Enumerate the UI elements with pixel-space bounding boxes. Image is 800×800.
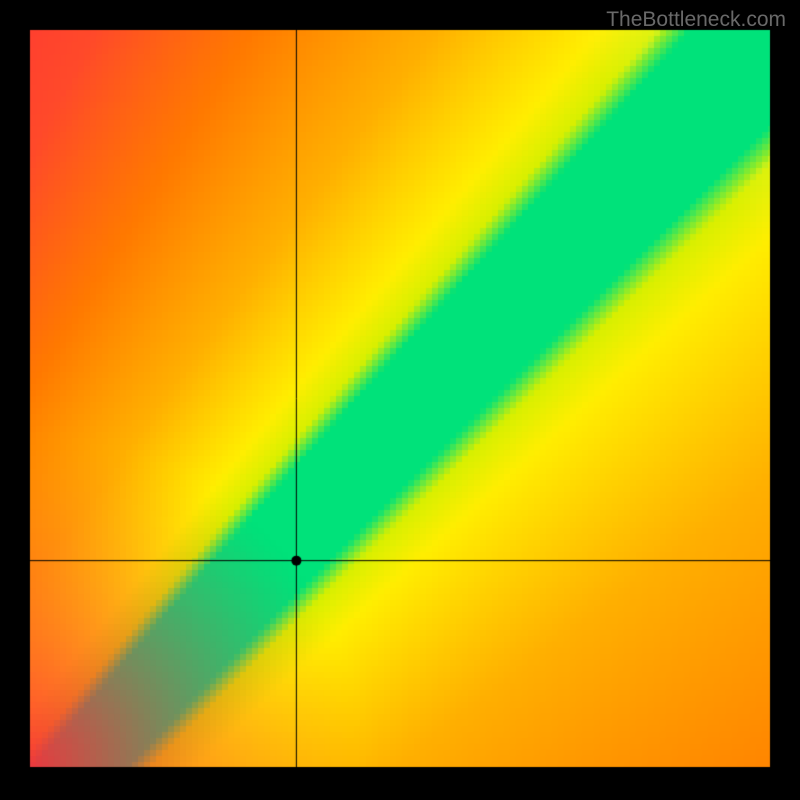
- chart-wrapper: TheBottleneck.com: [0, 0, 800, 800]
- watermark-text: TheBottleneck.com: [606, 8, 786, 32]
- bottleneck-heatmap-canvas: [0, 0, 800, 800]
